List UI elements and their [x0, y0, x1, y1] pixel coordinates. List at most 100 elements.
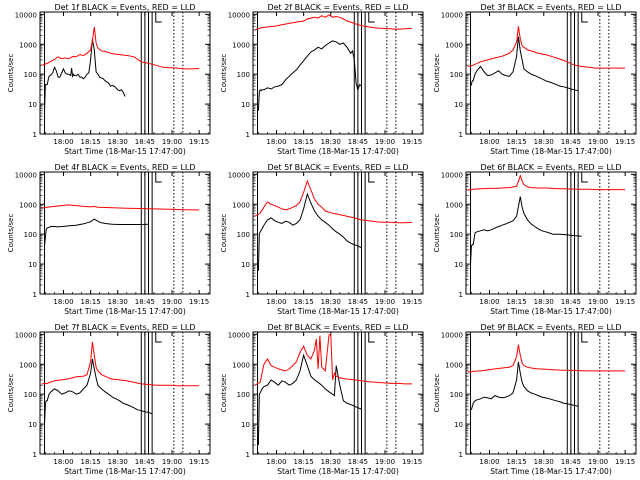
y-tick-label: 1000	[19, 361, 37, 369]
y-tick-label: 1	[459, 291, 463, 299]
series-line-events	[470, 36, 579, 92]
panel-2: Det 2f BLACK = Events, RED = LLD 1 10 100 10…	[220, 3, 424, 156]
x-tick-label: 18:30	[534, 138, 554, 146]
y-tick-label: 100	[237, 231, 250, 239]
y-axis-label: Counts/sec	[7, 54, 15, 93]
x-tick-label: 18:15	[81, 458, 101, 466]
plot-frame	[39, 11, 211, 135]
y-axis-label: Counts/sec	[433, 214, 441, 253]
series-line-events	[257, 192, 362, 271]
y-tick-label: 10	[241, 101, 250, 109]
series-line-lld	[467, 344, 626, 373]
x-tick-label: 18:30	[108, 298, 128, 306]
y-tick-label: 10000	[228, 331, 250, 339]
x-tick-label: 18:00	[479, 298, 499, 306]
x-tick-label: 18:30	[321, 298, 341, 306]
y-tick-label: 10000	[441, 11, 463, 19]
y-tick-label: 100	[450, 71, 463, 79]
bracket-marker	[368, 172, 375, 183]
x-tick-label: 18:45	[135, 458, 155, 466]
x-tick-label: 18:00	[266, 138, 286, 146]
y-tick-label: 1000	[19, 41, 37, 49]
y-tick-label: 1000	[232, 201, 250, 209]
panel-title: Det 3f BLACK = Events, RED = LLD	[480, 3, 621, 12]
y-tick-label: 1	[33, 291, 37, 299]
x-tick-label: 19:00	[162, 298, 182, 306]
series-line-lld	[467, 26, 626, 69]
y-tick-label: 1000	[445, 41, 463, 49]
panel-7: Det 7f BLACK = Events, RED = LLD 1 10 100 10…	[7, 323, 211, 476]
series-line-events	[257, 353, 362, 446]
panel-title: Det 2f BLACK = Events, RED = LLD	[267, 3, 408, 12]
x-tick-label: 19:15	[402, 298, 422, 306]
series-line-lld	[467, 174, 626, 191]
y-tick-label: 10	[241, 261, 250, 269]
x-tick-label: 18:45	[561, 138, 581, 146]
x-tick-label: 18:15	[507, 298, 527, 306]
y-axis-label: Counts/sec	[220, 374, 228, 413]
x-tick-label: 18:15	[507, 138, 527, 146]
panel-3: Det 3f BLACK = Events, RED = LLD 1 10 100 10…	[433, 3, 637, 156]
series-line-lld	[41, 204, 200, 211]
series-line-events	[44, 218, 149, 247]
y-tick-label: 100	[24, 391, 37, 399]
x-axis-label: Start Time (18-Mar-15 17:47:00)	[64, 467, 186, 476]
y-tick-label: 1000	[445, 201, 463, 209]
series-line-lld	[41, 26, 200, 70]
x-tick-label: 18:00	[266, 458, 286, 466]
y-tick-label: 1	[459, 451, 463, 459]
y-tick-label: 1000	[232, 361, 250, 369]
y-tick-label: 10	[241, 421, 250, 429]
bracket-marker	[155, 332, 162, 343]
bracket-marker	[368, 332, 375, 343]
series-line-lld	[41, 342, 200, 387]
plot-frame	[39, 171, 211, 295]
x-tick-label: 19:15	[615, 458, 635, 466]
x-axis-label: Start Time (18-Mar-15 17:47:00)	[277, 147, 399, 156]
y-tick-label: 10000	[15, 171, 37, 179]
y-tick-label: 100	[237, 71, 250, 79]
y-tick-label: 100	[450, 231, 463, 239]
y-tick-label: 1	[33, 131, 37, 139]
panel-title: Det 7f BLACK = Events, RED = LLD	[54, 323, 195, 332]
series-line-events	[44, 38, 126, 111]
bracket-marker	[155, 172, 162, 183]
y-tick-label: 1	[33, 451, 37, 459]
x-axis-label: Start Time (18-Mar-15 17:47:00)	[490, 307, 612, 316]
x-tick-label: 19:15	[402, 458, 422, 466]
panel-title: Det 4f BLACK = Events, RED = LLD	[54, 163, 195, 172]
x-tick-label: 18:45	[348, 298, 368, 306]
x-tick-label: 19:00	[588, 458, 608, 466]
plot-frame	[252, 331, 424, 455]
panel-title: Det 9f BLACK = Events, RED = LLD	[480, 323, 621, 332]
y-axis-label: Counts/sec	[433, 54, 441, 93]
x-tick-label: 18:45	[561, 298, 581, 306]
x-tick-label: 19:00	[375, 458, 395, 466]
y-tick-label: 10	[28, 421, 37, 429]
x-tick-label: 19:15	[189, 458, 209, 466]
x-tick-label: 19:00	[162, 458, 182, 466]
x-tick-label: 19:15	[615, 138, 635, 146]
plot-frame	[465, 331, 637, 455]
bracket-marker	[581, 332, 588, 343]
y-tick-label: 1	[459, 131, 463, 139]
y-tick-label: 10000	[228, 171, 250, 179]
panel-1: Det 1f BLACK = Events, RED = LLD 1 10 100 10…	[7, 3, 211, 156]
y-tick-label: 100	[24, 231, 37, 239]
series-line-events	[44, 358, 153, 425]
x-tick-label: 18:00	[479, 138, 499, 146]
x-tick-label: 18:00	[266, 298, 286, 306]
x-tick-label: 19:00	[375, 138, 395, 146]
x-tick-label: 19:15	[189, 138, 209, 146]
series-line-lld	[254, 333, 413, 386]
plot-frame	[465, 171, 637, 295]
x-tick-label: 18:00	[53, 138, 73, 146]
x-tick-label: 18:45	[135, 138, 155, 146]
y-tick-label: 10000	[15, 331, 37, 339]
panel-title: Det 1f BLACK = Events, RED = LLD	[54, 3, 195, 12]
x-tick-label: 18:30	[321, 458, 341, 466]
x-axis-label: Start Time (18-Mar-15 17:47:00)	[277, 467, 399, 476]
y-axis-label: Counts/sec	[220, 214, 228, 253]
x-axis-label: Start Time (18-Mar-15 17:47:00)	[490, 467, 612, 476]
